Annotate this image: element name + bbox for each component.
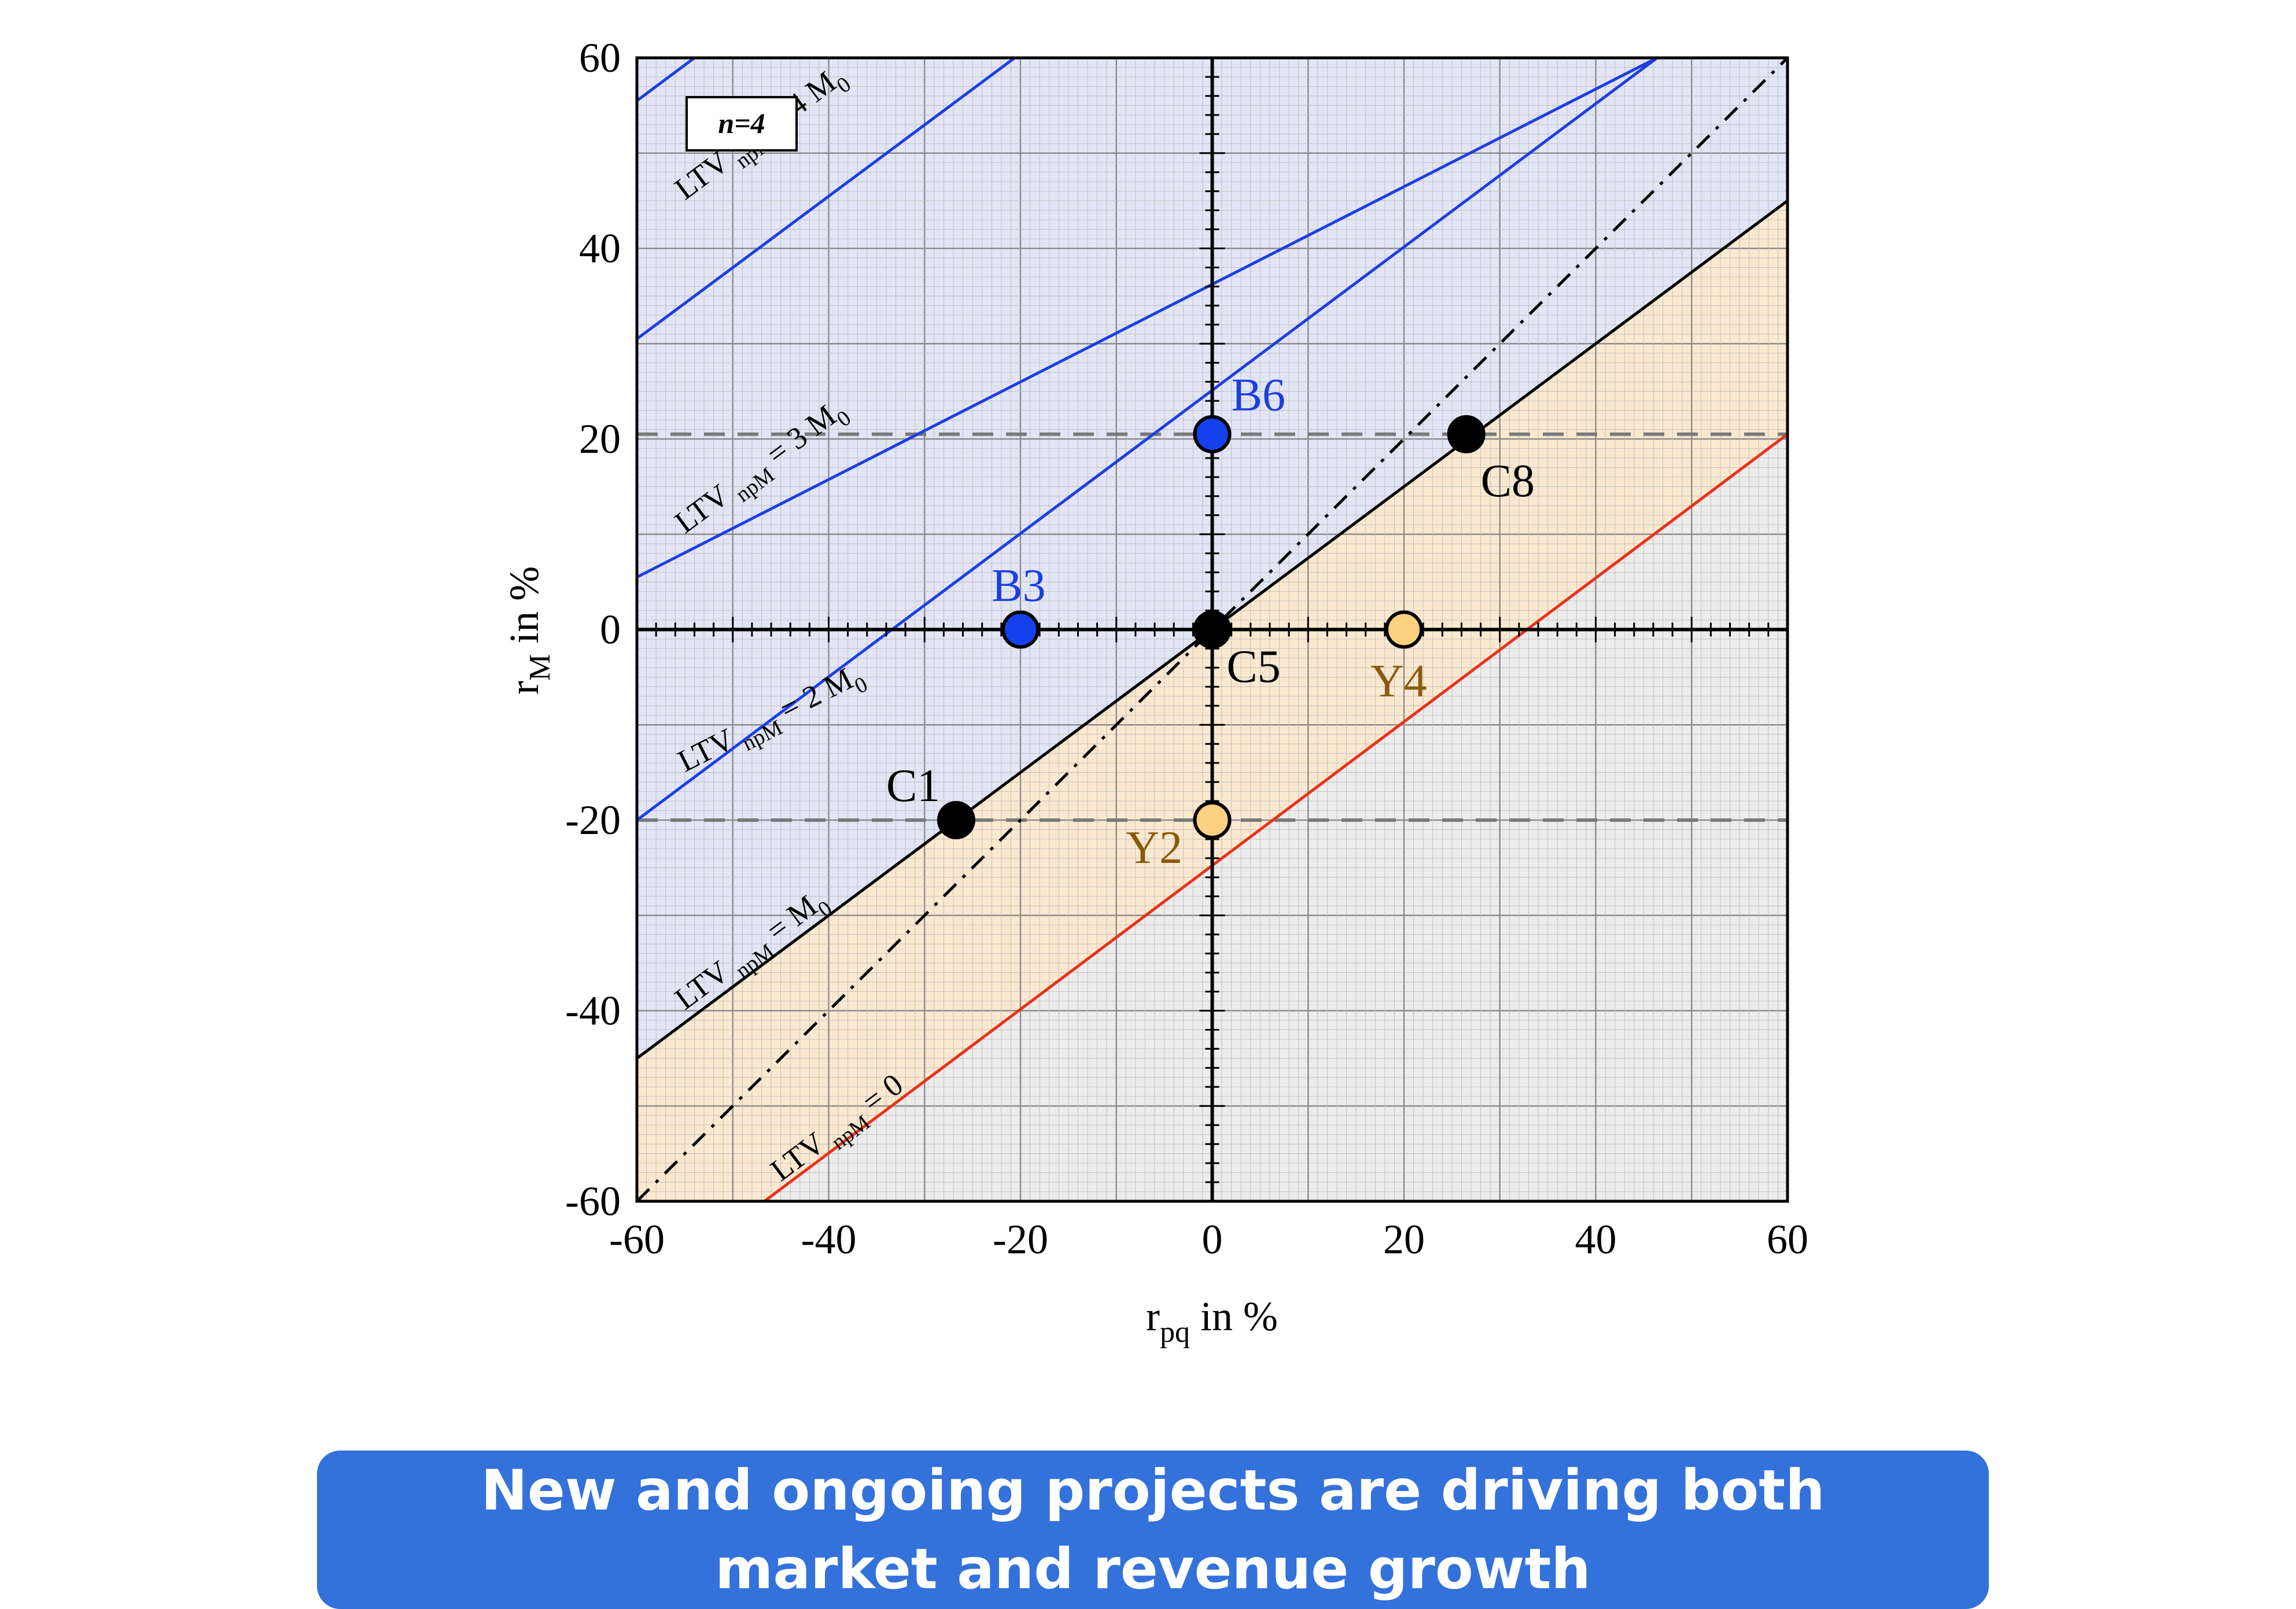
y-tick-label: -40 <box>565 988 621 1034</box>
banner-text: New and ongoing projects are driving bot… <box>481 1458 1825 1601</box>
y-tick-label: 20 <box>579 416 621 462</box>
point-label-B6: B6 <box>1232 370 1285 421</box>
point-B3 <box>1001 610 1040 649</box>
x-tick-label: 40 <box>1575 1216 1617 1263</box>
x-axis-title: rpq in % <box>1146 1293 1278 1349</box>
y-tick-label: -60 <box>565 1178 621 1224</box>
point-C1 <box>937 801 975 839</box>
x-tick-label: -20 <box>993 1216 1048 1263</box>
y-tick-label: -20 <box>565 797 621 843</box>
n-annotation-text: n=4 <box>718 107 765 139</box>
point-label-B3: B3 <box>992 560 1045 611</box>
y-axis-title: rM in % <box>501 566 557 695</box>
x-tick-label: -40 <box>801 1216 857 1263</box>
point-label-Y4: Y4 <box>1370 656 1427 707</box>
y-tick-label: 60 <box>579 35 621 81</box>
ltv-0-line <box>763 433 1788 1201</box>
point-C8 <box>1447 415 1486 453</box>
point-label-Y2: Y2 <box>1126 822 1182 873</box>
conclusion-banner: New and ongoing projects are driving bot… <box>317 1451 1989 1609</box>
x-tick-label: 20 <box>1383 1216 1425 1263</box>
y-tick-label: 40 <box>579 226 621 272</box>
point-label-C8: C8 <box>1481 456 1535 507</box>
point-Y2 <box>1193 801 1232 839</box>
point-Y4 <box>1385 610 1423 649</box>
ltv-4m0-line <box>637 58 695 102</box>
x-tick-label: -60 <box>609 1216 665 1263</box>
x-tick-label: 0 <box>1202 1216 1223 1263</box>
x-tick-label: 60 <box>1767 1216 1808 1263</box>
n-annotation-box <box>686 96 798 152</box>
diagonal-dashdot-line <box>637 58 1788 1201</box>
y-tick-label: 0 <box>600 607 621 653</box>
point-label-C5: C5 <box>1226 641 1280 692</box>
ltv-2m0-line <box>637 58 1658 579</box>
ltv-0-label: LTV npM = 0 <box>764 1066 914 1194</box>
point-B6 <box>1193 415 1232 453</box>
ltv-3m0-line <box>637 58 1016 341</box>
point-label-C1: C1 <box>886 761 940 811</box>
point-C5 <box>1193 610 1232 649</box>
ltv-mid-line <box>637 58 1659 822</box>
